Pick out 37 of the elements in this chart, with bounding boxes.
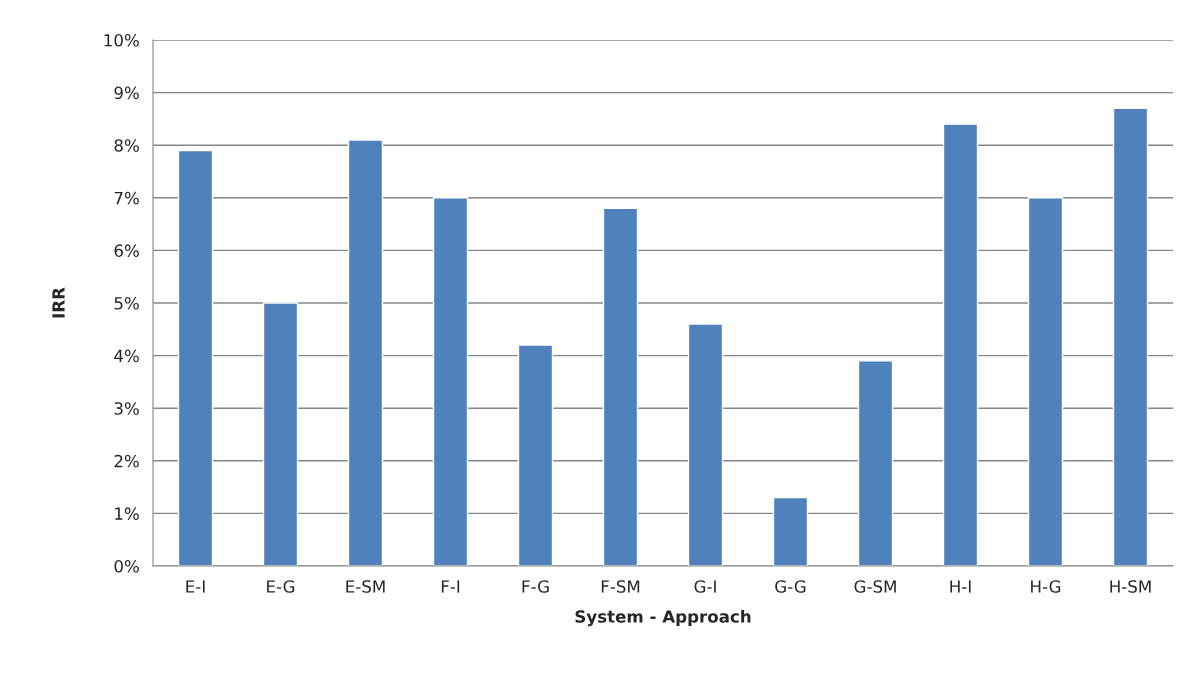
y-tick-label: 4% (114, 349, 139, 363)
x-tick-label: H-I (950, 580, 971, 593)
y-tick-label: 7% (114, 191, 139, 205)
x-tick-label: H-G (1031, 580, 1061, 593)
x-tick-label: H-SM (1110, 580, 1151, 593)
bar (602, 207, 639, 566)
bar (1027, 197, 1064, 566)
x-tick-label: F-I (441, 580, 460, 593)
y-tick-label: 2% (114, 454, 139, 468)
x-tick-label: E-SM (346, 580, 385, 593)
y-tick-label: 9% (114, 86, 139, 100)
bar (262, 302, 299, 566)
y-axis-title: IRR (52, 287, 65, 318)
x-tick-label: F-SM (601, 580, 640, 593)
bar (517, 344, 554, 566)
y-tick-label: 0% (114, 559, 139, 573)
bar (942, 123, 979, 566)
x-tick-label: F-G (522, 580, 549, 593)
bar (432, 197, 469, 566)
y-tick-label: 8% (114, 139, 139, 152)
x-tick-label: G-G (775, 580, 806, 593)
x-tick-label: G-I (694, 580, 716, 593)
bar (857, 360, 894, 566)
x-axis-title: System - Approach (575, 609, 751, 627)
y-tick-label: 5% (114, 296, 139, 310)
y-tick-label: 1% (115, 507, 139, 520)
x-tick-label: E-G (267, 580, 295, 593)
y-tick-label: 10% (104, 33, 139, 47)
bar (177, 149, 214, 566)
bar (687, 323, 724, 566)
bar (772, 496, 809, 566)
x-tick-label: G-SM (854, 580, 896, 593)
y-tick-label: 3% (114, 402, 139, 415)
y-tick-label: 6% (114, 244, 139, 257)
x-tick-label: E-I (186, 580, 205, 593)
bar (1112, 107, 1149, 566)
bar (347, 139, 384, 566)
